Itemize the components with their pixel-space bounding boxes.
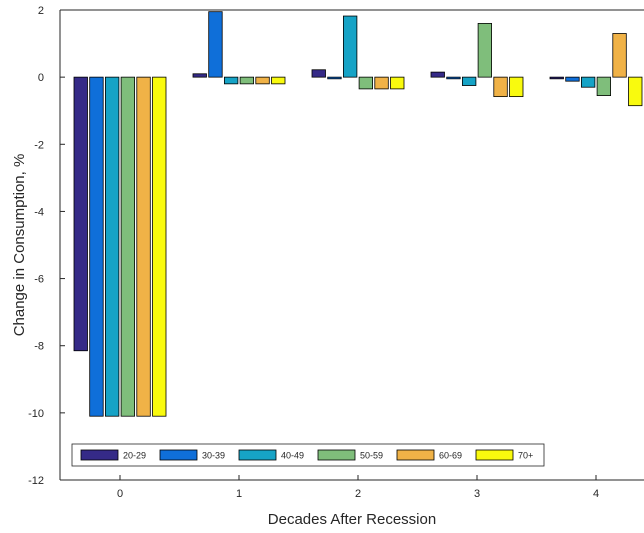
bar-30-39-cat-4 — [565, 76, 580, 82]
legend-swatch — [317, 449, 356, 461]
legend-label: 20-29 — [123, 451, 146, 461]
bar-70+-cat-2 — [390, 76, 405, 90]
legend: 20-29 30-39 40-49 50-59 60-69 70+ — [71, 443, 545, 467]
legend-swatch — [238, 449, 277, 461]
axes-layer — [59, 9, 644, 481]
bar-40-49-cat-2 — [342, 15, 358, 78]
y-axis-label: Change in Consumption, % — [11, 154, 28, 337]
y-ticks: 2 0 -2 -4 -6 -8 -10 -12 — [28, 5, 65, 487]
bar-50-59-cat-3 — [477, 23, 493, 78]
legend-swatch — [80, 449, 119, 461]
y-tick-label: -10 — [28, 408, 44, 420]
bar-60-69-cat-0 — [136, 76, 151, 417]
bar-70+-cat-4 — [628, 76, 643, 107]
bar-30-39-cat-2 — [327, 76, 342, 80]
bar-20-29-cat-3 — [430, 71, 445, 78]
bar-60-69-cat-3 — [493, 76, 508, 98]
x-tick-label: 2 — [355, 488, 361, 500]
legend-item-70+: 70+ — [475, 449, 533, 461]
bar-40-49-cat-0 — [105, 76, 120, 417]
y-tick-label: -2 — [34, 139, 44, 151]
legend-label: 50-59 — [360, 451, 383, 461]
bar-50-59-cat-4 — [596, 76, 611, 96]
bar-40-49-cat-1 — [223, 76, 239, 85]
legend-item-50-59: 50-59 — [317, 449, 383, 461]
x-tick-label: 1 — [236, 488, 242, 500]
bar-70+-cat-3 — [509, 76, 524, 98]
y-tick-label: -6 — [34, 274, 44, 286]
x-tick-label: 0 — [117, 488, 123, 500]
bar-40-49-cat-3 — [461, 76, 477, 86]
legend-swatch — [396, 449, 435, 461]
legend-item-60-69: 60-69 — [396, 449, 462, 461]
bar-50-59-cat-2 — [358, 76, 374, 90]
bar-20-29-cat-0 — [73, 76, 88, 352]
y-tick-label: 0 — [38, 72, 44, 84]
y-tick-label: 2 — [38, 5, 44, 17]
bar-30-39-cat-3 — [446, 76, 461, 80]
bar-60-69-cat-1 — [255, 76, 270, 85]
bar-30-39-cat-0 — [89, 76, 104, 417]
bar-60-69-cat-4 — [612, 33, 627, 78]
legend-box — [71, 443, 545, 467]
bars-layer — [73, 11, 643, 417]
legend-swatch — [475, 449, 514, 461]
legend-item-30-39: 30-39 — [159, 449, 225, 461]
legend-label: 40-49 — [281, 451, 304, 461]
bar-20-29-cat-1 — [192, 73, 207, 78]
bar-50-59-cat-0 — [120, 76, 135, 417]
y-tick-label: -12 — [28, 475, 44, 487]
bar-60-69-cat-2 — [374, 76, 389, 90]
bar-50-59-cat-1 — [239, 76, 255, 85]
y-tick-label: -4 — [34, 206, 44, 218]
bar-20-29-cat-2 — [311, 69, 326, 78]
bar-40-49-cat-4 — [581, 76, 596, 88]
legend-label: 60-69 — [439, 451, 462, 461]
y-tick-label: -8 — [34, 341, 44, 353]
x-tick-label: 3 — [474, 488, 480, 500]
legend-label: 30-39 — [202, 451, 225, 461]
bar-20-29-cat-4 — [549, 76, 564, 80]
legend-item-40-49: 40-49 — [238, 449, 304, 461]
x-tick-label: 4 — [593, 488, 599, 500]
legend-label: 70+ — [518, 451, 533, 461]
bar-70+-cat-0 — [152, 76, 167, 417]
legend-item-20-29: 20-29 — [80, 449, 146, 461]
bar-70+-cat-1 — [271, 76, 286, 85]
legend-swatch — [159, 449, 198, 461]
x-axis-label: Decades After Recession — [268, 511, 436, 528]
bar-30-39-cat-1 — [208, 11, 223, 78]
x-ticks: 0 1 2 3 4 — [117, 475, 599, 500]
